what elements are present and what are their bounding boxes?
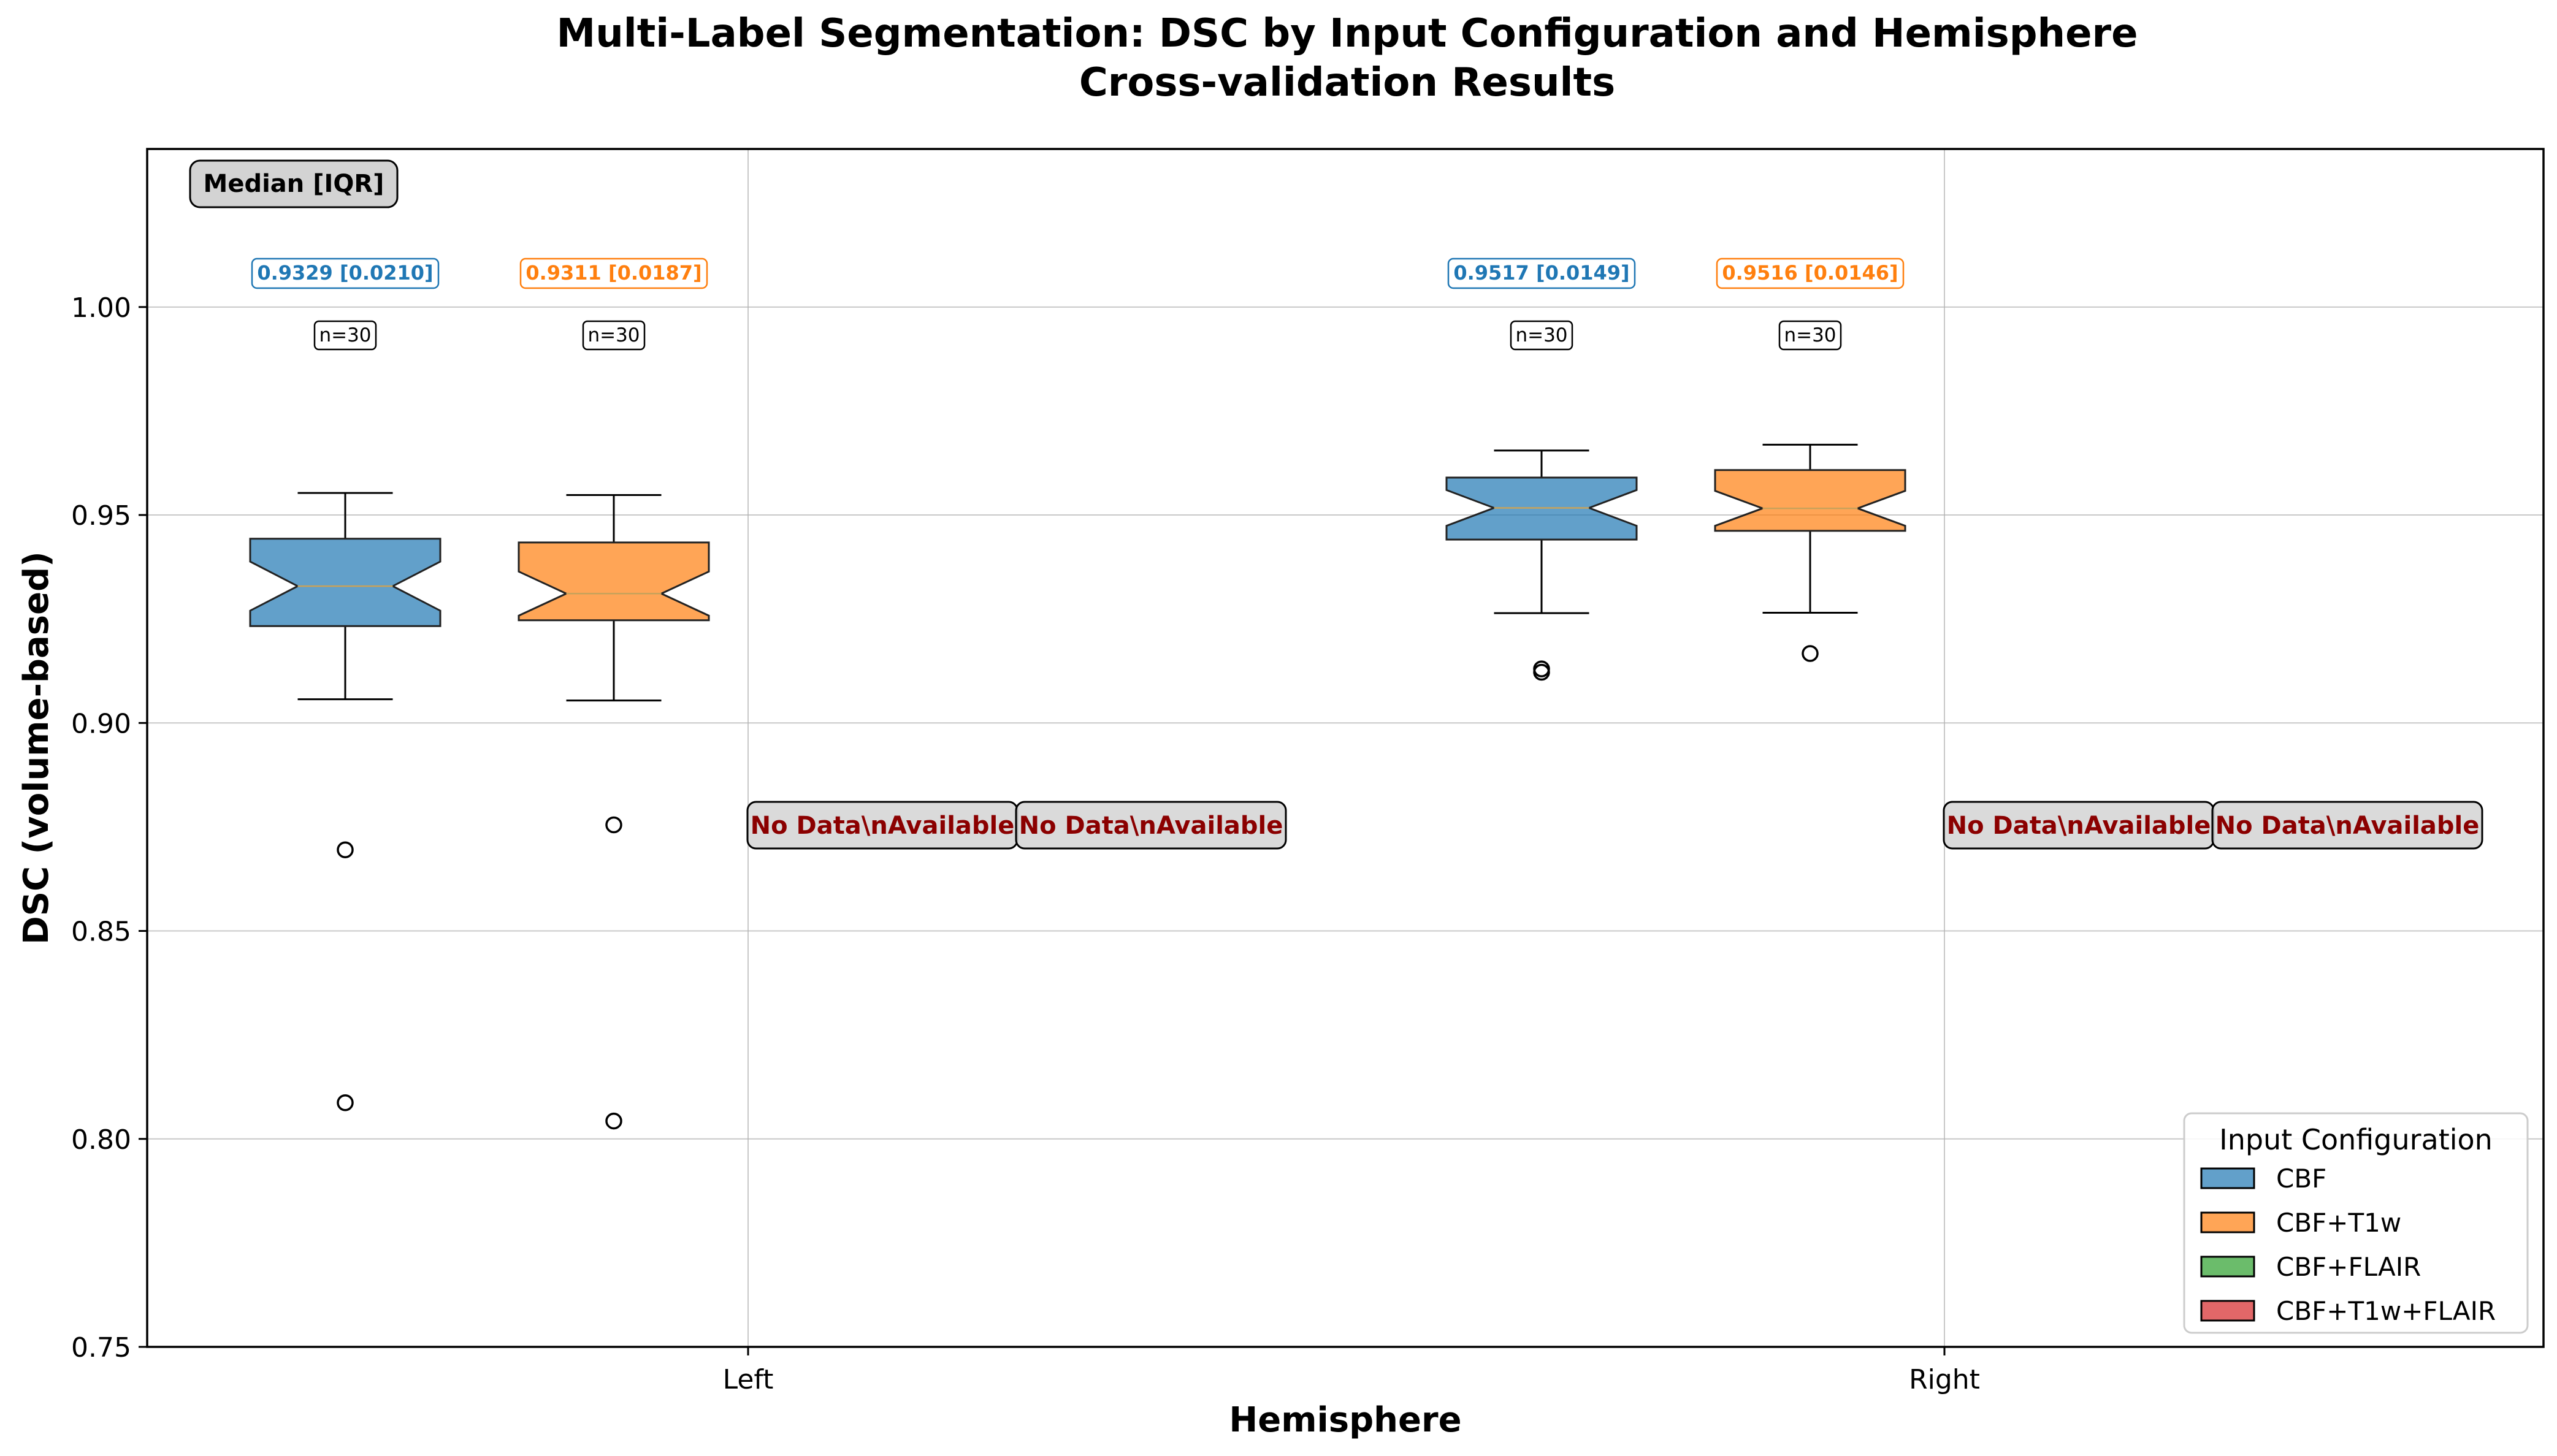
legend-swatch <box>2200 1256 2255 1278</box>
median-iqr-label: 0.9329 [0.0210] <box>257 261 433 284</box>
legend-label: CBF+T1w <box>2276 1208 2401 1238</box>
chart-subtitle: Cross-validation Results <box>1079 60 1615 105</box>
legend-swatch <box>2200 1167 2255 1189</box>
summary-type-box: Median [IQR] <box>189 159 399 208</box>
summary-type-label: Median [IQR] <box>204 170 384 198</box>
y-tick-label: 0.75 <box>71 1332 131 1363</box>
y-tick-label: 0.90 <box>71 708 131 739</box>
legend-label: CBF+T1w+FLAIR <box>2276 1296 2496 1326</box>
y-axis-label: DSC (volume-based) <box>17 551 56 944</box>
no-data-box: No Data\nAvailable <box>2211 801 2483 850</box>
sample-size-label: n=30 <box>1515 324 1567 346</box>
y-tick-label: 0.85 <box>71 917 131 948</box>
no-data-box: No Data\nAvailable <box>1015 801 1287 850</box>
median-iqr-annotation: 0.9516 [0.0146] <box>1716 257 1905 289</box>
outlier-point <box>337 1094 354 1111</box>
no-data-label: No Data\nAvailable <box>2215 812 2480 840</box>
chart-title: Multi-Label Segmentation: DSC by Input C… <box>557 11 2138 56</box>
median-iqr-label: 0.9517 [0.0149] <box>1453 261 1629 284</box>
median-iqr-frame <box>251 257 440 289</box>
median-iqr-annotation: 0.9329 [0.0210] <box>251 257 440 289</box>
outlier-point <box>337 841 354 858</box>
sample-size-frame <box>1510 320 1573 351</box>
y-tick-label: 0.95 <box>71 500 131 532</box>
median-iqr-label: 0.9516 [0.0146] <box>1722 261 1898 284</box>
y-tick-label: 1.00 <box>71 292 131 324</box>
outlier-point <box>1533 663 1550 681</box>
legend-frame <box>2183 1112 2529 1334</box>
no-data-label: No Data\nAvailable <box>1947 812 2211 840</box>
x-axis-label: Hemisphere <box>1229 1400 1461 1440</box>
sample-size-label: n=30 <box>1784 324 1836 346</box>
notched-box <box>249 538 441 627</box>
legend-label: CBF+FLAIR <box>2276 1252 2421 1282</box>
outlier-point <box>605 1112 622 1130</box>
sample-size-annotation: n=30 <box>1510 320 1573 351</box>
no-data-box: No Data\nAvailable <box>1943 801 2215 850</box>
legend-title: Input Configuration <box>2219 1123 2493 1156</box>
median-iqr-frame <box>1447 257 1636 289</box>
no-data-label: No Data\nAvailable <box>1019 812 1283 840</box>
legend: Input Configuration CBF CBF+T1w CBF+FLAIR C… <box>2183 1112 2529 1334</box>
sample-size-frame <box>1778 320 1842 351</box>
sample-size-annotation: n=30 <box>1778 320 1842 351</box>
median-iqr-label: 0.9311 [0.0187] <box>526 261 701 284</box>
legend-label: CBF <box>2276 1164 2326 1194</box>
sample-size-frame <box>582 320 646 351</box>
median-iqr-frame <box>1716 257 1905 289</box>
box-CBF-Left <box>249 492 441 1111</box>
median-iqr-annotation: 0.9517 [0.0149] <box>1447 257 1636 289</box>
sample-size-label: n=30 <box>319 324 371 346</box>
legend-swatch <box>2200 1211 2255 1233</box>
x-tick-label: Left <box>723 1364 774 1395</box>
y-tick-label: 0.80 <box>71 1124 131 1156</box>
axes: 0.75 0.80 0.85 0.90 0.95 1.00 Left Right <box>71 292 1980 1395</box>
annotations: 0.9329 [0.0210] n=30 0.9517 [0.0149] n=30 0.… <box>251 257 2483 850</box>
sample-size-label: n=30 <box>587 324 640 346</box>
box-CBF+T1w-Right <box>1714 443 1906 662</box>
no-data-frame <box>1015 801 1287 850</box>
x-tick-label: Right <box>1909 1364 1980 1395</box>
notched-box <box>1714 469 1906 532</box>
no-data-frame <box>2211 801 2483 850</box>
boxplots <box>249 443 1906 1130</box>
sample-size-frame <box>313 320 377 351</box>
median-iqr-frame <box>519 257 708 289</box>
box-CBF+T1w-Left <box>518 494 710 1130</box>
box-CBF-Right <box>1445 449 1638 681</box>
outlier-point <box>605 816 622 834</box>
median-iqr-annotation: 0.9311 [0.0187] <box>519 257 708 289</box>
notched-box <box>518 541 710 622</box>
legend-swatch <box>2200 1300 2255 1322</box>
plot-frame <box>146 148 2545 1348</box>
outlier-point <box>1802 645 1819 662</box>
sample-size-annotation: n=30 <box>313 320 377 351</box>
sample-size-annotation: n=30 <box>582 320 646 351</box>
no-data-label: No Data\nAvailable <box>751 812 1015 840</box>
no-data-box: No Data\nAvailable <box>746 801 1019 850</box>
